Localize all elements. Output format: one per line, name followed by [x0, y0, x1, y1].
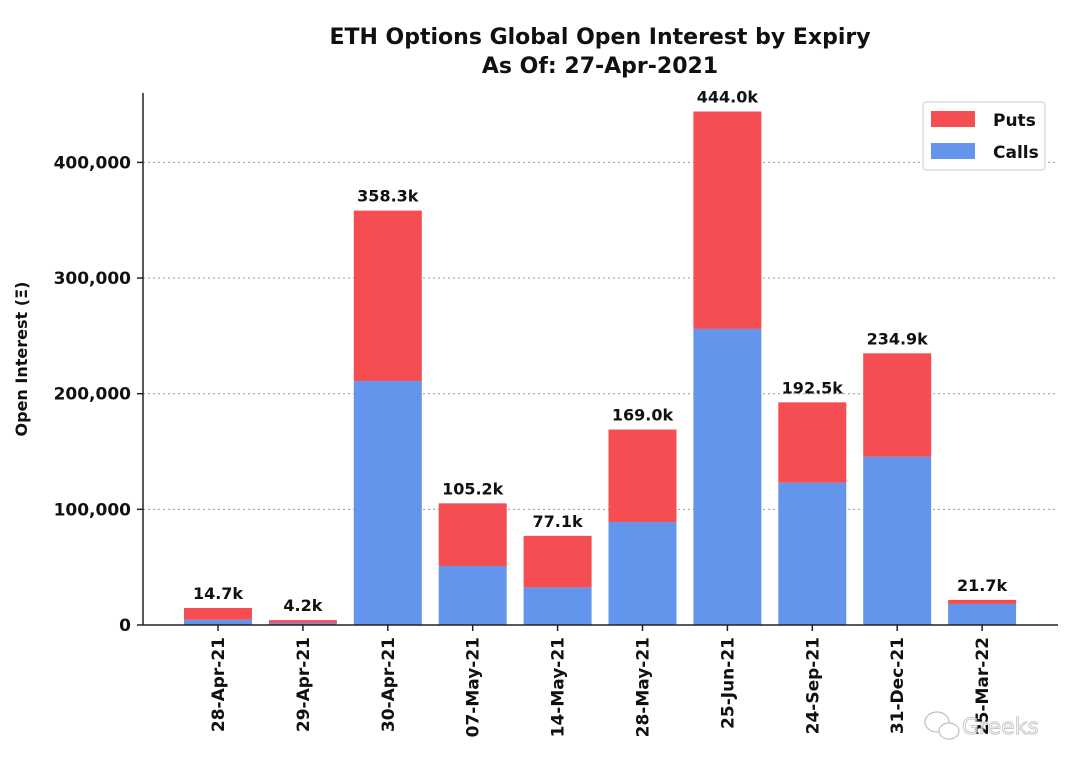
bar-calls: [693, 328, 762, 625]
y-tick-label: 400,000: [54, 153, 132, 173]
total-label: 14.7k: [193, 584, 243, 603]
bar-calls: [523, 587, 592, 625]
x-tick-label: 28-Apr-21: [209, 637, 229, 732]
x-tick-label: 07-May-21: [464, 637, 484, 737]
total-label: 169.0k: [612, 406, 674, 425]
bar-calls: [778, 482, 847, 625]
x-tick-label: 25-Jun-21: [718, 637, 738, 729]
total-label: 358.3k: [357, 187, 419, 206]
y-tick-label: 300,000: [54, 269, 132, 289]
bar-puts: [438, 503, 507, 567]
x-tick-label: 25-Mar-22: [973, 637, 993, 735]
total-label: 4.2k: [283, 596, 322, 615]
legend-swatch-calls: [931, 143, 975, 159]
legend: Puts Calls: [922, 101, 1046, 171]
legend-swatch-puts: [931, 111, 975, 127]
total-label: 192.5k: [782, 378, 844, 397]
legend-label-puts: Puts: [993, 111, 1036, 131]
chart-title: ETH Options Global Open Interest by Expi…: [329, 25, 870, 79]
total-label: 77.1k: [533, 512, 583, 531]
y-axis-ticks: 0 100,000 200,000 300,000 400,000: [54, 153, 143, 636]
bar-calls: [863, 456, 932, 625]
wechat-icon: [924, 711, 960, 740]
axes: [142, 93, 1058, 626]
bar-puts: [863, 353, 932, 457]
y-tick-label: 0: [119, 616, 131, 636]
x-tick-label: 14-May-21: [549, 637, 569, 737]
legend-label-calls: Calls: [993, 143, 1039, 163]
chart-subtitle-line: As Of: 27-Apr-2021: [482, 54, 718, 79]
total-label: 105.2k: [442, 479, 504, 498]
data-labels: 14.7k 4.2k 358.3k 105.2k 77.1k 169.0k 444.0k 19…: [193, 88, 1008, 616]
bar-puts: [778, 402, 847, 483]
bar-puts: [268, 620, 337, 623]
total-label: 234.9k: [867, 329, 929, 348]
total-label: 444.0k: [697, 88, 759, 107]
chart-title-line: ETH Options Global Open Interest by Expi…: [329, 25, 870, 50]
bar-calls: [438, 566, 507, 625]
y-tick-label: 100,000: [54, 500, 132, 520]
y-tick-label: 200,000: [54, 385, 132, 405]
x-tick-label: 30-Apr-21: [379, 637, 399, 732]
bar-puts: [184, 607, 252, 620]
bar-calls: [353, 380, 422, 625]
bar-puts: [523, 535, 592, 588]
x-tick-label: 29-Apr-21: [294, 637, 314, 732]
x-tick-label: 31-Dec-21: [888, 637, 908, 734]
bars: [184, 111, 1017, 625]
x-tick-label: 28-May-21: [634, 637, 654, 737]
bar-calls: [948, 603, 1017, 625]
total-label: 21.7k: [957, 576, 1007, 595]
bar-puts: [608, 429, 677, 523]
bar-puts: [693, 111, 762, 329]
y-axis-label: Open Interest (Ξ): [12, 282, 31, 437]
watermark: Greeks: [924, 711, 1039, 741]
x-axis-ticks: 28-Apr-21 29-Apr-21 30-Apr-21 07-May-21 14-M…: [209, 625, 993, 737]
watermark-text: Greeks: [962, 715, 1039, 740]
bar-calls: [268, 622, 337, 625]
bar-puts: [353, 210, 422, 381]
x-tick-label: 24-Sep-21: [803, 637, 823, 734]
bar-puts: [948, 599, 1017, 604]
bar-calls: [184, 619, 252, 625]
bar-calls: [608, 522, 677, 625]
